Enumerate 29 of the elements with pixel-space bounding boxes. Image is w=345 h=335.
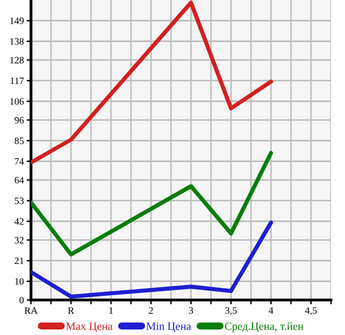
x-tick-label: 3: [189, 307, 194, 314]
line-series: [31, 0, 274, 165]
x-tick-label: R: [68, 307, 74, 314]
x-tick-label: 2: [148, 307, 153, 314]
y-tick-label: 74: [14, 158, 24, 165]
legend-label: Min Цена: [146, 322, 192, 332]
line-series: [31, 220, 274, 299]
y-tick-label: 42: [14, 218, 24, 225]
y-tick-label: 149: [10, 18, 24, 24]
y-tick-label: 96: [14, 116, 24, 124]
y-tick-label: 32: [14, 236, 24, 244]
x-tick-label: 1: [109, 307, 113, 314]
y-tick-label: 53: [14, 198, 24, 204]
y-tick-label: 0: [20, 296, 24, 304]
legend-label: Max Цена: [66, 322, 113, 332]
y-tick-label: 85: [14, 138, 24, 144]
y-tick-label: 138: [10, 38, 24, 45]
x-tick-label: 4: [268, 307, 274, 314]
legend-label: Сред.Цена, т.йен: [224, 322, 304, 332]
x-tick-label: 3,5: [225, 307, 237, 316]
x-tick-label: RA: [24, 307, 38, 314]
y-tick-label: 21: [14, 258, 24, 264]
y-tick-label: 64: [14, 176, 24, 184]
x-tick-label: 4,5: [305, 307, 317, 316]
y-tick-label: 128: [10, 56, 24, 64]
y-tick-label: 106: [10, 98, 24, 105]
line-series: [31, 150, 274, 256]
y-tick-label: 117: [10, 78, 24, 84]
y-tick-label: 10: [15, 278, 24, 285]
